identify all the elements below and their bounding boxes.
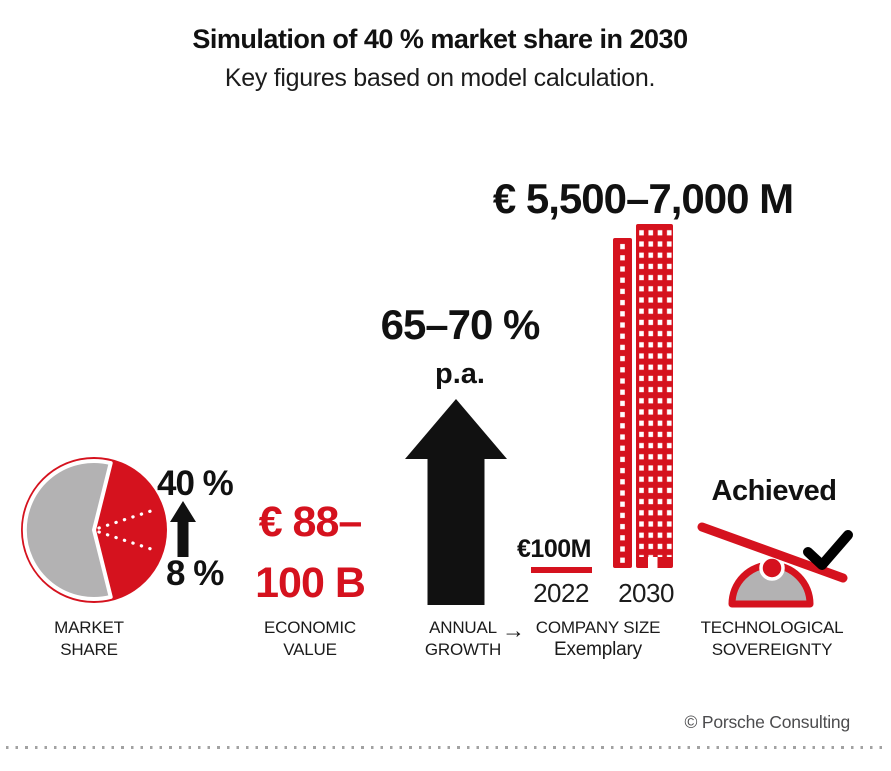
page-subtitle: Key figures based on model calculation. (224, 64, 656, 92)
market-share-up-arrow-icon (170, 501, 196, 557)
market-share-label-line1: MARKET (54, 618, 124, 637)
company-size-label-line1: COMPANY SIZE (535, 618, 661, 637)
annual-growth-label-line1: ANNUAL (429, 618, 497, 637)
seesaw-balance-icon (697, 522, 853, 608)
dotted-divider (6, 746, 884, 749)
market-share-pie-icon (21, 457, 167, 603)
page-title: Simulation of 40 % market share in 2030 (192, 24, 688, 54)
market-share-current-value: 8 % (166, 554, 224, 593)
company-size-label: COMPANY SIZE Exemplary (488, 617, 708, 661)
tech-sovereignty-label-line1: TECHNOLOGICAL (700, 618, 844, 637)
bar-2022 (531, 567, 592, 573)
economic-value-line1: € 88– (258, 498, 363, 546)
seesaw-pivot-ball (759, 555, 785, 581)
company-size-end-year: 2030 (618, 578, 674, 608)
right-arrow-icon: → (502, 617, 525, 643)
annual-growth-unit: p.a. (435, 358, 485, 390)
economic-value-label-line2: VALUE (283, 640, 337, 659)
annual-growth-value: 65–70 % (380, 301, 541, 348)
annual-growth-label: ANNUAL GROWTH (353, 617, 573, 661)
company-size-start-value: €100M (517, 535, 591, 563)
copyright-credit: © Porsche Consulting (684, 712, 850, 732)
company-size-heading: € 5,500–7,000 M (492, 175, 794, 222)
economic-value-label: ECONOMIC VALUE (200, 617, 420, 661)
annual-growth-label-line2: GROWTH (424, 640, 502, 659)
skyscrapers-icon (613, 224, 673, 568)
seesaw-plank (697, 522, 848, 583)
market-share-target-value: 40 % (157, 464, 234, 503)
economic-value-line2: 100 B (255, 559, 366, 607)
market-share-label: MARKET SHARE (0, 617, 178, 661)
growth-up-arrow-icon (405, 399, 507, 605)
company-size-start-year: 2022 (533, 578, 589, 608)
market-share-label-line2: SHARE (60, 640, 118, 659)
tech-sovereignty-label-line2: SOVEREIGNTY (711, 640, 833, 659)
checkmark-icon (803, 530, 853, 570)
tech-sovereignty-status: Achieved (711, 475, 837, 507)
tech-sovereignty-label: TECHNOLOGICAL SOVEREIGNTY (662, 617, 882, 661)
economic-value-label-line1: ECONOMIC (264, 618, 356, 637)
company-size-label-line2: Exemplary (554, 639, 642, 660)
